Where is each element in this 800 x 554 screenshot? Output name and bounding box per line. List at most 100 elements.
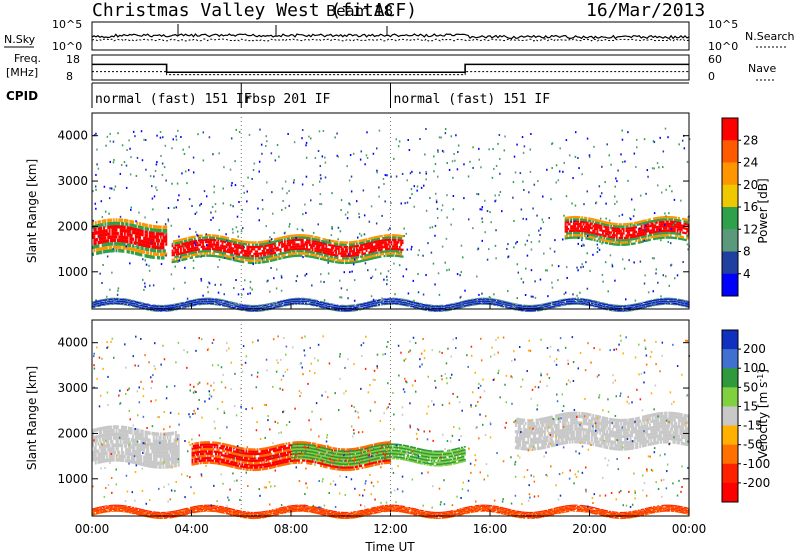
heatmap-cell <box>163 249 166 253</box>
heatmap-cell <box>326 241 329 244</box>
heatmap-cell <box>243 249 246 253</box>
heatmap-cell <box>282 243 285 246</box>
heatmap-cell <box>571 216 574 219</box>
heatmap-cell <box>123 239 126 243</box>
heatmap-cell <box>162 249 165 253</box>
heatmap-cell <box>181 245 184 248</box>
heatmap-cell <box>253 248 256 251</box>
heatmap-cell <box>300 254 303 257</box>
heatmap-cell <box>188 250 191 253</box>
heatmap-cell <box>371 246 374 249</box>
heatmap-cell <box>267 251 270 254</box>
heatmap-cell <box>224 245 227 248</box>
heatmap-cell <box>202 241 205 244</box>
heatmap-cell <box>365 254 368 257</box>
heatmap-cell <box>389 238 392 241</box>
heatmap-cell <box>220 237 223 241</box>
heatmap-cell <box>355 247 358 250</box>
heatmap-cell <box>137 225 140 229</box>
heatmap-cell <box>391 236 394 239</box>
heatmap-cell <box>662 220 665 223</box>
heatmap-cell <box>222 254 225 257</box>
heatmap-cell <box>141 222 144 227</box>
heatmap-cell <box>174 260 177 263</box>
heatmap-cell <box>383 234 386 237</box>
heatmap-cell <box>195 253 198 256</box>
heatmap-cell <box>325 259 328 262</box>
heatmap-cell <box>158 249 161 253</box>
heatmap-cell <box>289 255 292 258</box>
heatmap-cell <box>184 251 187 254</box>
heatmap-cell <box>350 247 353 251</box>
heatmap-cell <box>101 229 104 234</box>
heatmap-cell <box>103 226 106 230</box>
heatmap-cell <box>394 243 397 246</box>
heatmap-cell <box>362 259 365 262</box>
heatmap-cell <box>293 245 296 248</box>
heatmap-cell <box>104 232 107 237</box>
heatmap-cell <box>336 304 339 306</box>
heatmap-cell <box>185 239 188 242</box>
heatmap-cell <box>221 244 224 248</box>
heatmap-cell <box>123 225 126 230</box>
heatmap-cell <box>190 240 193 243</box>
heatmap-cell <box>246 247 249 251</box>
heatmap-cell <box>197 255 200 258</box>
heatmap-cell <box>217 235 220 238</box>
heatmap-cell <box>333 249 336 252</box>
heatmap-cell <box>98 237 101 241</box>
heatmap-cell <box>214 234 217 237</box>
heatmap-cell <box>358 242 361 245</box>
heatmap-cell <box>373 249 376 253</box>
heatmap-cell <box>394 238 397 242</box>
heatmap-cell <box>122 242 125 246</box>
heatmap-cell <box>148 237 151 242</box>
heatmap-cell <box>133 300 136 302</box>
heatmap-cell <box>355 251 358 255</box>
heatmap-cell <box>294 252 297 255</box>
heatmap-cell <box>312 253 315 257</box>
heatmap-cell <box>247 245 250 248</box>
heatmap-cell <box>335 245 338 248</box>
heatmap-cell <box>397 252 400 255</box>
heatmap-cell <box>568 236 571 239</box>
heatmap-cell <box>215 255 218 258</box>
heatmap-cell <box>289 250 292 254</box>
heatmap-cell <box>251 241 254 244</box>
heatmap-cell <box>271 259 274 262</box>
heatmap-cell <box>126 239 129 244</box>
heatmap-cell <box>206 252 209 255</box>
heatmap-cell <box>353 240 356 244</box>
heatmap-cell <box>115 228 118 232</box>
heatmap-cell <box>192 253 195 257</box>
heatmap-cell <box>293 252 296 255</box>
heatmap-cell <box>648 218 651 221</box>
heatmap-cell <box>666 234 669 237</box>
heatmap-cell <box>633 233 636 236</box>
heatmap-cell <box>383 241 386 244</box>
nsearch-label: N.Search <box>745 30 795 43</box>
heatmap-cell <box>145 254 148 258</box>
heatmap-cell <box>375 242 378 246</box>
heatmap-cell <box>200 234 203 237</box>
heatmap-cell <box>217 255 220 258</box>
heatmap-cell <box>233 252 236 255</box>
heatmap-cell <box>220 253 223 256</box>
heatmap-cell <box>300 243 303 246</box>
heatmap-cell <box>184 258 187 261</box>
heatmap-cell <box>346 248 349 251</box>
heatmap-cell <box>263 256 266 259</box>
heatmap-cell <box>215 248 218 251</box>
heatmap-cell <box>362 257 365 260</box>
heatmap-cell <box>615 236 618 239</box>
heatmap-cell <box>585 216 588 220</box>
heatmap-cell <box>567 227 570 231</box>
heatmap-cell <box>321 239 324 243</box>
heatmap-cell <box>250 254 253 258</box>
heatmap-cell <box>369 237 372 240</box>
heatmap-cell <box>325 249 328 253</box>
heatmap-cell <box>263 240 266 243</box>
heatmap-cell <box>279 239 282 242</box>
heatmap-cell <box>294 243 297 246</box>
heatmap-cell <box>393 252 396 255</box>
